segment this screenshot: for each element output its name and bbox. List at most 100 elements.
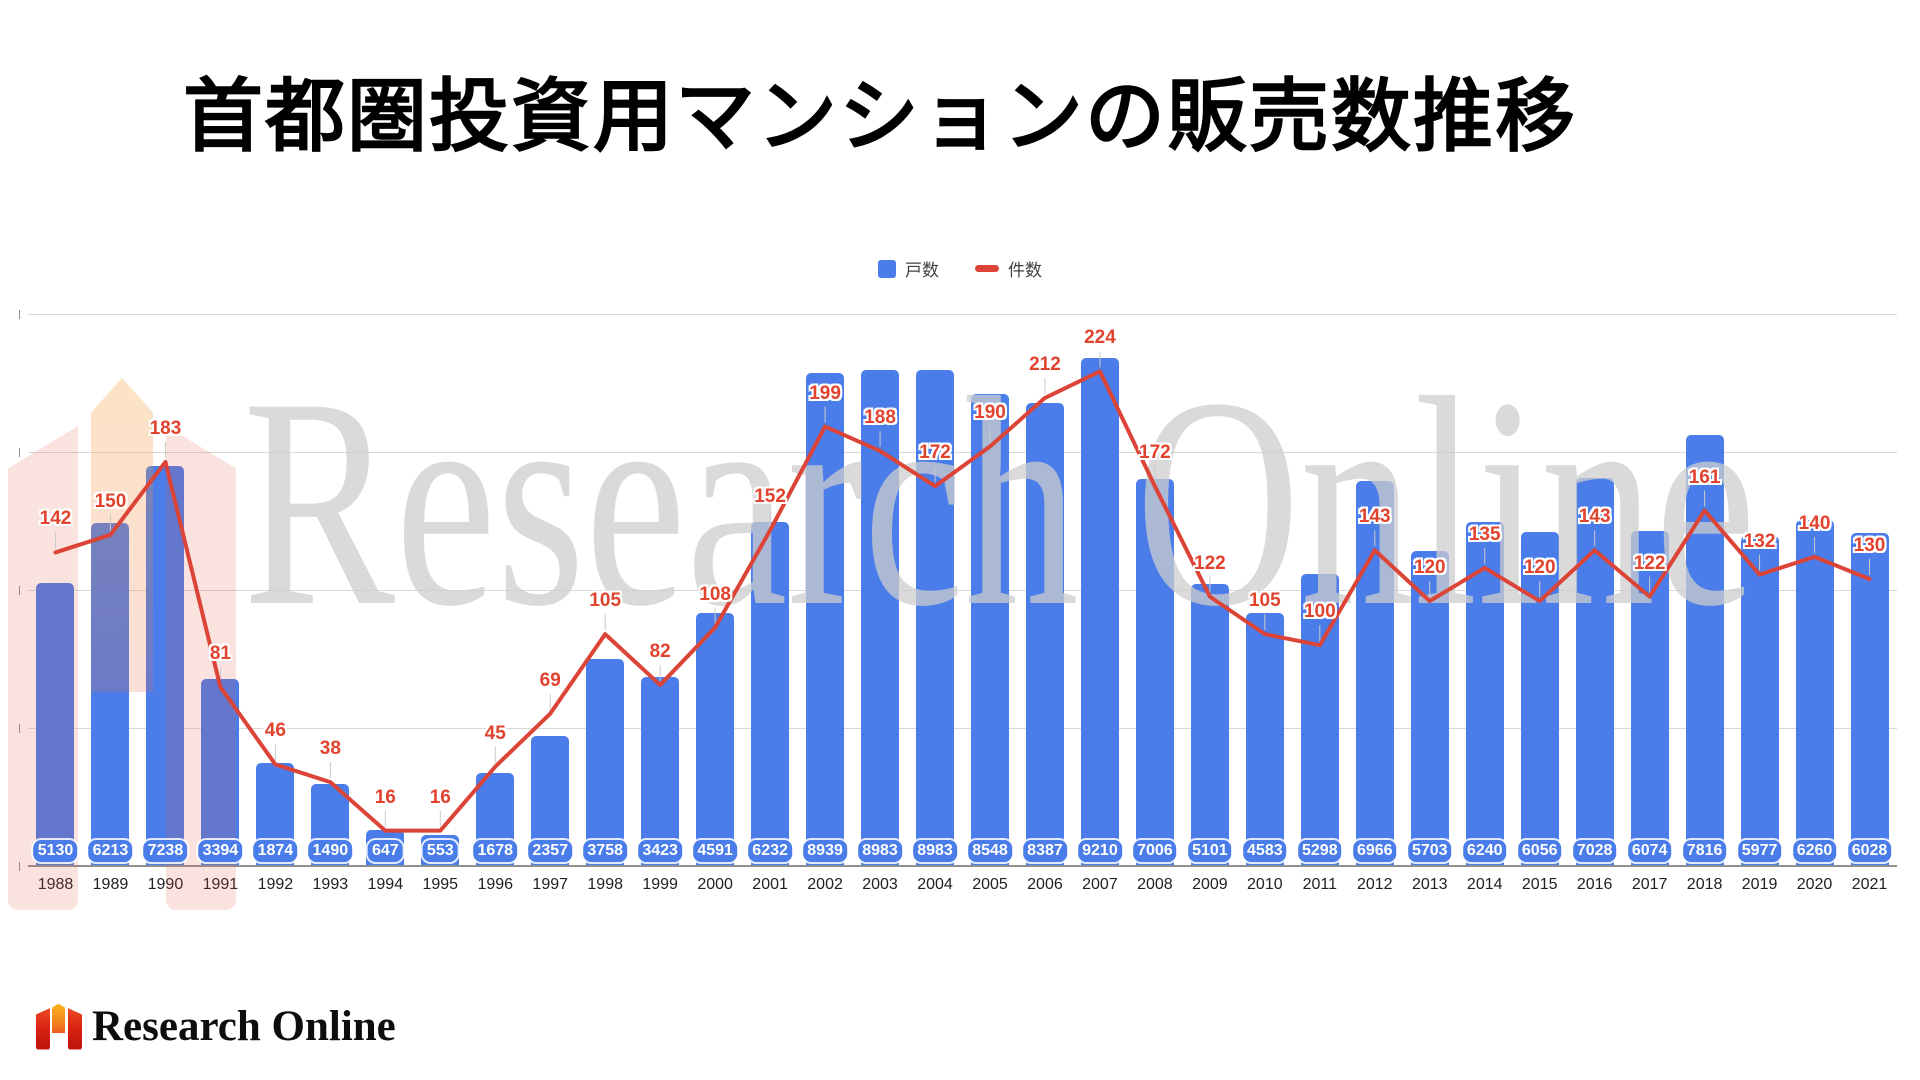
line-value-label: 190 <box>974 402 1006 424</box>
bar-value-label: 1490 <box>308 840 353 862</box>
line-value-label: 199 <box>809 382 841 404</box>
bar-value-label: 7816 <box>1682 840 1727 862</box>
line-value-label: 130 <box>1853 534 1886 556</box>
bar-2014 <box>1465 521 1504 866</box>
bar-value-label: 6074 <box>1627 840 1672 862</box>
bar-value-label: 6240 <box>1462 840 1507 862</box>
line-value-label: 188 <box>864 406 896 428</box>
bar-1998 <box>586 658 625 866</box>
line-series-swatch <box>975 265 999 272</box>
line-value-label: 142 <box>39 508 72 530</box>
line-value-label: 172 <box>1139 442 1171 464</box>
line-value-label: 140 <box>1798 512 1831 534</box>
bar-value-label: 7238 <box>143 840 188 862</box>
bar-2010 <box>1245 613 1284 866</box>
gridline <box>28 590 1897 591</box>
brand-footer: Research Online <box>36 1002 396 1051</box>
line-value-label: 16 <box>429 786 451 808</box>
year-label: 2009 <box>1192 876 1228 893</box>
year-label: 2001 <box>752 876 788 893</box>
bar-value-label: 3394 <box>198 840 243 862</box>
x-axis-line <box>28 865 1897 867</box>
line-value-label: 120 <box>1413 557 1446 579</box>
line-value-label: 120 <box>1523 557 1556 579</box>
bar-2008 <box>1135 479 1174 866</box>
bar-value-label: 4583 <box>1243 840 1287 862</box>
bar-value-label: 8387 <box>1023 840 1067 862</box>
bar-value-label: 6260 <box>1792 840 1837 862</box>
bar-value-label: 8548 <box>968 840 1012 862</box>
line-value-label: 16 <box>374 786 396 808</box>
year-label: 1988 <box>37 876 74 893</box>
year-label: 2018 <box>1686 876 1723 893</box>
brand-name: Research Online <box>92 1003 396 1050</box>
bar-value-label: 553 <box>422 840 458 862</box>
line-value-label: 122 <box>1633 552 1666 574</box>
year-label: 2014 <box>1466 876 1503 893</box>
bar-value-label: 5130 <box>33 840 78 862</box>
year-label: 2021 <box>1851 876 1888 893</box>
logo-middle-bar <box>52 1003 65 1033</box>
bar-1988 <box>36 582 75 866</box>
line-value-label: 81 <box>209 643 231 665</box>
year-label: 2013 <box>1411 876 1448 893</box>
bar-value-label: 6056 <box>1517 840 1562 862</box>
line-value-label: 105 <box>589 590 622 612</box>
line-value-label: 45 <box>484 722 506 744</box>
year-label: 2017 <box>1631 876 1668 893</box>
year-label: 2003 <box>862 876 898 893</box>
line-value-label: 224 <box>1084 327 1116 349</box>
year-label: 1994 <box>367 876 404 893</box>
research-online-logo-icon <box>36 1003 82 1050</box>
bar-value-label: 7028 <box>1572 840 1617 862</box>
bar-value-label: 647 <box>367 840 403 862</box>
year-label: 2006 <box>1027 876 1063 893</box>
bar-2006 <box>1025 403 1064 866</box>
bar-value-label: 8939 <box>803 840 847 862</box>
line-value-label: 161 <box>1688 466 1721 488</box>
line-value-label: 172 <box>919 442 951 464</box>
bar-value-label: 3423 <box>638 840 682 862</box>
bar-value-label: 6028 <box>1847 840 1892 862</box>
year-label: 2005 <box>972 876 1008 893</box>
line-value-label: 122 <box>1194 552 1226 574</box>
y-axis-tick <box>19 448 20 457</box>
line-value-label: 152 <box>754 486 786 508</box>
y-axis-tick <box>19 310 20 319</box>
year-label: 1996 <box>477 876 514 893</box>
line-value-label: 135 <box>1468 523 1501 545</box>
bar-value-label: 1874 <box>253 840 298 862</box>
bar-value-label: 3758 <box>583 840 627 862</box>
line-value-label: 143 <box>1358 506 1391 528</box>
year-label: 1997 <box>532 876 569 893</box>
year-label: 1998 <box>587 876 623 893</box>
plot-area: 5130 6213 7238 3394 1874 1490 647 553 1678 2357 37… <box>19 310 1897 871</box>
bar-value-label: 6966 <box>1352 840 1397 862</box>
bar-value-label: 9210 <box>1078 840 1122 862</box>
line-path <box>53 369 1872 833</box>
bar-value-label: 2357 <box>528 840 573 862</box>
bar-2007 <box>1080 357 1119 866</box>
line-value-label: 100 <box>1303 601 1336 623</box>
x-axis-labels: 1988 1989 1990 1991 1992 1993 1994 1995 1996 1997… <box>28 876 1897 900</box>
line-value-label: 108 <box>699 583 731 605</box>
bar-value-label: 1678 <box>473 840 518 862</box>
page-title: 首都圏投資用マンションの販売数推移 <box>183 70 1577 163</box>
bar-value-label: 7006 <box>1133 840 1177 862</box>
gridline <box>28 314 1897 315</box>
year-label: 1999 <box>642 876 678 893</box>
legend-item-cases: 件数 <box>975 256 1042 281</box>
line-value-label: 69 <box>539 669 561 691</box>
year-label: 2008 <box>1137 876 1173 893</box>
line-value-label: 143 <box>1578 506 1611 528</box>
bar-2013 <box>1410 551 1449 866</box>
bar-1991 <box>201 678 240 866</box>
bar-series-swatch <box>878 259 896 278</box>
legend-label-units: 戸数 <box>905 261 939 280</box>
bar-value-label: 4591 <box>693 840 737 862</box>
bar-2000 <box>696 612 735 866</box>
bar-value-label: 6213 <box>88 840 133 862</box>
year-label: 1990 <box>147 876 184 893</box>
bar-value-label: 6232 <box>748 840 792 862</box>
line-value-label: 82 <box>649 640 671 662</box>
